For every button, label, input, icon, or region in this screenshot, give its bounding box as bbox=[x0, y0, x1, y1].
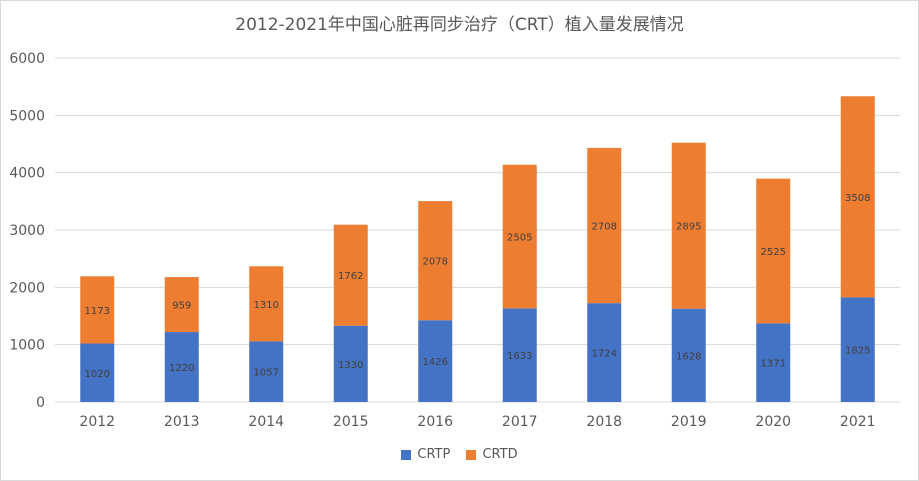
data-label-crtd: 2078 bbox=[423, 257, 448, 268]
data-label-crtd: 3508 bbox=[845, 193, 870, 204]
data-label-crtd: 1762 bbox=[338, 271, 363, 282]
data-label-crtd: 2505 bbox=[507, 233, 532, 244]
data-label-crtp: 1330 bbox=[338, 360, 363, 371]
y-tick-label: 2000 bbox=[9, 280, 45, 296]
bar-crtp bbox=[418, 320, 453, 402]
bar-crtp bbox=[333, 325, 368, 402]
data-label-crtd: 1173 bbox=[85, 306, 110, 317]
data-label-crtd: 2895 bbox=[676, 222, 701, 233]
bar-crtp bbox=[671, 308, 706, 402]
legend-item-crtp: CRTP bbox=[401, 447, 450, 462]
x-tick-label: 2020 bbox=[755, 414, 791, 430]
chart-legend: CRTP CRTD bbox=[0, 447, 919, 464]
bar-crtp bbox=[587, 303, 622, 402]
bar-crtp bbox=[756, 323, 791, 402]
bar-crtp bbox=[502, 308, 537, 402]
bar-crtd bbox=[418, 201, 453, 321]
bar-crtd bbox=[249, 266, 284, 342]
x-tick-label: 2012 bbox=[79, 414, 115, 430]
data-label-crtp: 1426 bbox=[423, 357, 448, 368]
x-tick-label: 2017 bbox=[502, 414, 538, 430]
legend-swatch-crtp bbox=[401, 449, 412, 460]
data-label-crtd: 2708 bbox=[592, 222, 617, 233]
data-label-crtp: 1371 bbox=[761, 359, 786, 370]
bar-crtp bbox=[249, 341, 284, 402]
x-tick-label: 2019 bbox=[671, 414, 707, 430]
bar-crtd bbox=[80, 276, 115, 344]
data-label-crtd: 1310 bbox=[254, 300, 279, 311]
x-tick-label: 2021 bbox=[840, 414, 876, 430]
legend-label-crtp: CRTP bbox=[417, 447, 451, 462]
x-tick-label: 2014 bbox=[248, 414, 284, 430]
x-tick-label: 2016 bbox=[417, 414, 453, 430]
y-tick-label: 0 bbox=[36, 395, 45, 411]
data-label-crtp: 1628 bbox=[676, 351, 701, 362]
data-label-crtp: 1633 bbox=[507, 351, 532, 362]
y-tick-label: 1000 bbox=[9, 338, 45, 354]
data-label-crtp: 1825 bbox=[845, 346, 870, 357]
legend-item-crtd: CRTD bbox=[466, 447, 518, 462]
bar-crtd bbox=[756, 178, 791, 324]
bar-crtp bbox=[80, 343, 115, 402]
data-label-crtp: 1057 bbox=[254, 368, 279, 379]
data-label-crtd: 959 bbox=[172, 301, 191, 312]
x-tick-label: 2013 bbox=[164, 414, 200, 430]
data-label-crtp: 1020 bbox=[85, 369, 110, 380]
bar-crtd bbox=[164, 277, 199, 333]
y-tick-label: 3000 bbox=[9, 223, 45, 239]
bar-crtd bbox=[587, 147, 622, 304]
y-tick-label: 5000 bbox=[9, 108, 45, 124]
bar-crtd bbox=[840, 96, 875, 298]
legend-label-crtd: CRTD bbox=[482, 447, 518, 462]
x-tick-label: 2018 bbox=[586, 414, 622, 430]
data-label-crtp: 1724 bbox=[592, 349, 617, 360]
bar-crtp bbox=[164, 332, 199, 402]
bar-crtd bbox=[671, 142, 706, 309]
chart-title: 2012-2021年中国心脏再同步治疗（CRT）植入量发展情况 bbox=[235, 15, 684, 35]
bar-crtd bbox=[502, 164, 537, 309]
y-tick-label: 6000 bbox=[9, 51, 45, 67]
x-tick-label: 2015 bbox=[333, 414, 369, 430]
y-tick-label: 4000 bbox=[9, 166, 45, 182]
bar-crtp bbox=[840, 297, 875, 402]
data-label-crtp: 1220 bbox=[169, 363, 194, 374]
bar-crtd bbox=[333, 224, 368, 326]
legend-swatch-crtd bbox=[466, 449, 477, 460]
data-label-crtd: 2525 bbox=[761, 247, 786, 258]
